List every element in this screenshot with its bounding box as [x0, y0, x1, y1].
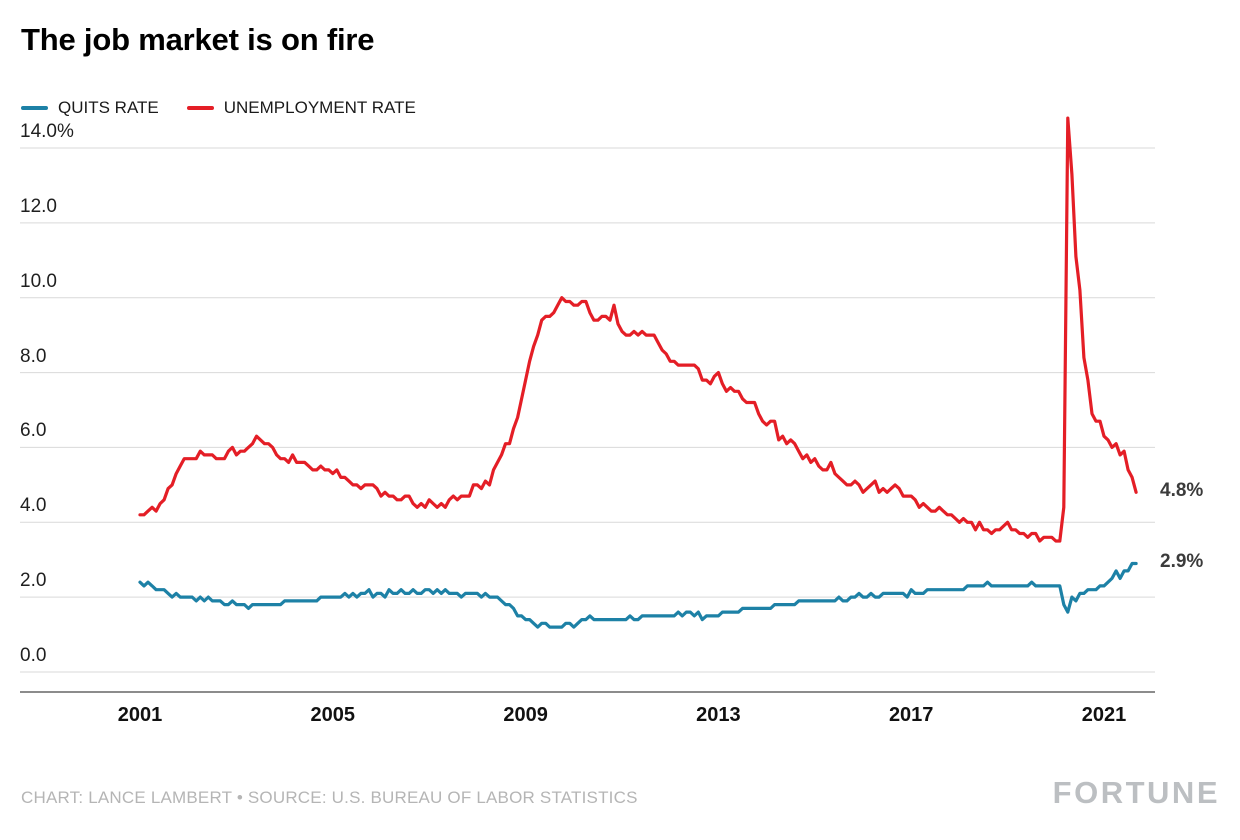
quits-rate-line-swatch-icon	[21, 106, 48, 110]
y-axis-tick-label: 14.0%	[20, 121, 74, 142]
y-axis-tick-label: 10.0	[20, 270, 57, 292]
y-axis-tick-label: 8.0	[20, 345, 47, 367]
quits-rate-end-label: 2.9%	[1160, 551, 1204, 573]
legend-item-unemployment-rate: UNEMPLOYMENT RATE	[186, 98, 416, 118]
series-line-unemployment-rate	[138, 116, 1138, 543]
x-axis-tick-label: 2005	[310, 704, 356, 726]
y-axis-tick-label: 2.0	[20, 570, 47, 592]
legend-item-quits-rate: QUITS RATE	[21, 98, 159, 118]
y-axis-tick-label: 6.0	[20, 420, 47, 442]
unemployment-rate-line-swatch-icon	[186, 106, 214, 110]
x-axis-tick-label: 2013	[696, 704, 741, 726]
x-axis-tick-label: 2009	[503, 704, 548, 726]
legend-label-unemployment-rate: UNEMPLOYMENT RATE	[223, 98, 416, 117]
legend: QUITS RATE UNEMPLOYMENT RATE	[21, 98, 416, 118]
y-axis-tick-label: 12.0	[20, 195, 57, 217]
unemployment-rate-end-label: 4.8%	[1160, 480, 1204, 502]
chart-title: The job market is on fire	[21, 22, 375, 57]
fortune-logo: FORTUNE	[1052, 775, 1220, 810]
y-axis-tick-label: 4.0	[20, 495, 47, 517]
source-credit: CHART: LANCE LAMBERT • SOURCE: U.S. BURE…	[21, 788, 638, 807]
x-axis-tick-label: 2021	[1081, 704, 1127, 726]
legend-label-quits-rate: QUITS RATE	[58, 98, 159, 117]
y-axis-tick-label: 0.0	[20, 645, 47, 666]
series-line-quits-rate	[138, 561, 1138, 629]
x-axis-tick-label: 2001	[117, 704, 163, 726]
x-axis-tick-label: 2017	[888, 704, 934, 726]
